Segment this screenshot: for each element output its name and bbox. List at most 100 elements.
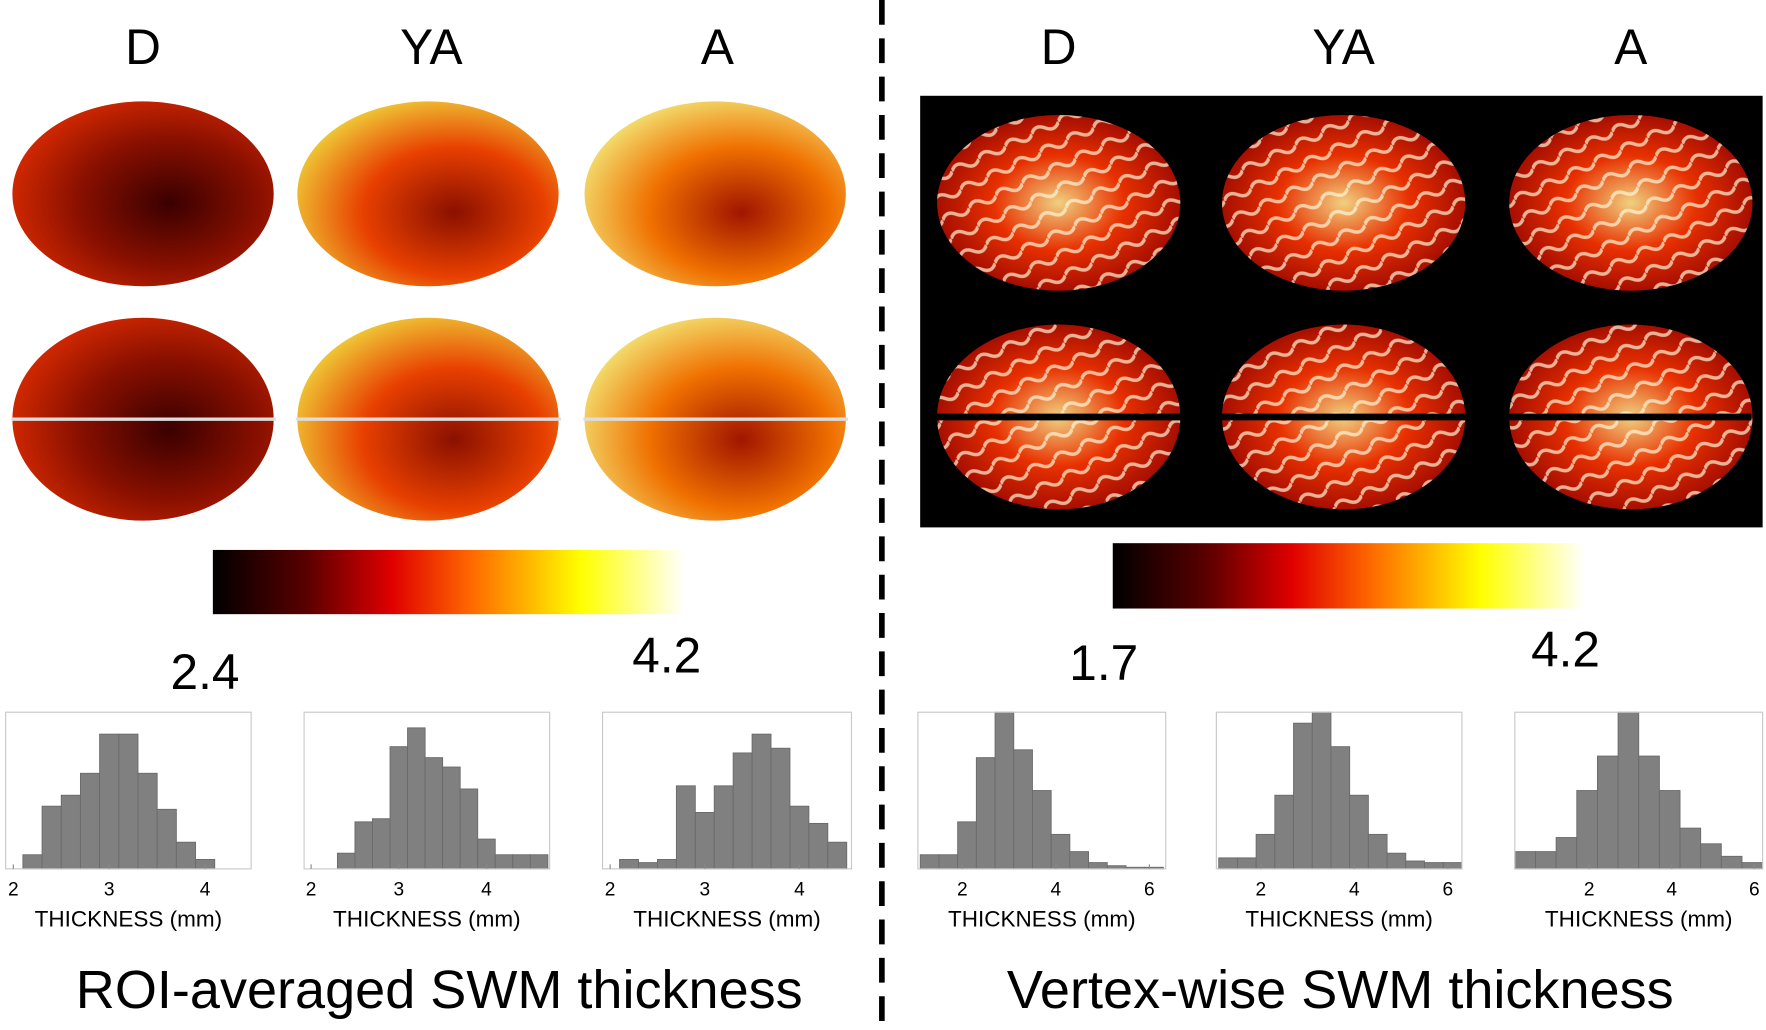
plot-frame bbox=[1514, 711, 1764, 870]
bar bbox=[975, 757, 996, 870]
roi-brains bbox=[11, 101, 849, 521]
bar bbox=[372, 818, 391, 870]
x-tick-label: 2 bbox=[957, 879, 968, 900]
bar bbox=[1386, 852, 1407, 870]
bar bbox=[459, 788, 479, 870]
bar bbox=[1088, 862, 1108, 870]
bar bbox=[994, 711, 1015, 870]
bar bbox=[118, 733, 139, 870]
bar bbox=[827, 841, 848, 870]
x-tick-label: 4 bbox=[481, 879, 492, 900]
bar bbox=[770, 747, 791, 870]
bar bbox=[529, 854, 549, 870]
bar bbox=[751, 733, 772, 870]
x-tick-label: 3 bbox=[393, 879, 404, 900]
bar bbox=[1236, 857, 1257, 870]
x-tick-label: 2 bbox=[1255, 879, 1266, 900]
colorbar bbox=[1112, 543, 1585, 609]
bar bbox=[389, 746, 409, 870]
bar bbox=[732, 752, 753, 870]
bar bbox=[1293, 722, 1313, 870]
bar bbox=[1050, 833, 1071, 870]
bar bbox=[175, 841, 196, 870]
bar bbox=[638, 862, 658, 870]
bar bbox=[789, 805, 810, 870]
bar bbox=[1255, 833, 1276, 870]
bar bbox=[79, 772, 101, 870]
bar bbox=[22, 854, 43, 870]
bar bbox=[656, 859, 677, 870]
bar bbox=[137, 772, 158, 870]
bar bbox=[424, 757, 444, 870]
plot-frame bbox=[601, 711, 853, 870]
bar bbox=[1218, 857, 1238, 870]
bar bbox=[1442, 862, 1463, 870]
x-tick-label: 4 bbox=[200, 879, 211, 900]
x-tick-label: 6 bbox=[1144, 879, 1155, 900]
bar bbox=[919, 854, 940, 870]
x-tick-label: 6 bbox=[1443, 879, 1454, 900]
bar bbox=[41, 805, 62, 870]
colorbar-label: 2.4 bbox=[171, 644, 240, 700]
bar bbox=[60, 794, 81, 870]
bar bbox=[619, 859, 639, 870]
column-label: D bbox=[125, 19, 161, 75]
colorbar bbox=[212, 549, 685, 615]
bar bbox=[1658, 790, 1681, 870]
bar bbox=[1069, 851, 1090, 870]
bar bbox=[1596, 755, 1619, 870]
bar bbox=[1638, 755, 1660, 870]
x-axis-label: THICKNESS (mm) bbox=[35, 907, 223, 932]
x-axis-label: THICKNESS (mm) bbox=[1545, 907, 1733, 932]
x-tick-label: 4 bbox=[794, 879, 805, 900]
bar bbox=[354, 821, 373, 870]
bar bbox=[512, 854, 531, 870]
plot-frame bbox=[5, 711, 252, 870]
column-label: A bbox=[701, 19, 734, 75]
bar bbox=[1514, 851, 1536, 870]
bar bbox=[1617, 711, 1640, 870]
column-label: A bbox=[1614, 19, 1647, 75]
x-tick-label: 4 bbox=[1666, 879, 1677, 900]
x-tick-label: 6 bbox=[1749, 879, 1760, 900]
x-tick-label: 2 bbox=[605, 879, 616, 900]
bar bbox=[407, 727, 426, 870]
bar bbox=[1349, 794, 1369, 870]
bar bbox=[1274, 794, 1294, 870]
x-tick-label: 2 bbox=[8, 879, 19, 900]
bar bbox=[713, 785, 734, 870]
bar bbox=[494, 854, 514, 870]
bar bbox=[1424, 862, 1444, 870]
bar bbox=[957, 821, 977, 870]
bar bbox=[1405, 860, 1425, 870]
bar bbox=[1330, 746, 1351, 870]
bar bbox=[1720, 855, 1743, 870]
bar bbox=[156, 808, 177, 870]
x-tick-label: 3 bbox=[104, 879, 115, 900]
bar bbox=[1311, 711, 1332, 870]
bar bbox=[1535, 851, 1557, 870]
bar bbox=[1700, 843, 1722, 870]
x-axis-label: THICKNESS (mm) bbox=[1245, 907, 1433, 932]
column-label: YA bbox=[400, 19, 462, 75]
column-label: D bbox=[1041, 19, 1077, 75]
bar bbox=[1576, 790, 1598, 870]
bar bbox=[1555, 837, 1578, 870]
plot-frame bbox=[303, 711, 551, 870]
bar bbox=[694, 812, 715, 870]
bar bbox=[1013, 749, 1033, 870]
colorbar-label: 4.2 bbox=[632, 627, 701, 683]
bar bbox=[336, 852, 356, 870]
colorbar-label: 4.2 bbox=[1531, 622, 1600, 678]
x-tick-label: 2 bbox=[1584, 879, 1595, 900]
bar bbox=[1741, 862, 1764, 870]
bar bbox=[99, 733, 120, 870]
x-axis-label: THICKNESS (mm) bbox=[948, 907, 1136, 932]
bar bbox=[1679, 827, 1702, 870]
colorbar-label: 1.7 bbox=[1069, 635, 1138, 691]
x-tick-label: 4 bbox=[1349, 879, 1360, 900]
column-label: YA bbox=[1312, 19, 1374, 75]
bar bbox=[1032, 790, 1052, 870]
panel-caption: Vertex-wise SWM thickness bbox=[1007, 960, 1674, 1020]
